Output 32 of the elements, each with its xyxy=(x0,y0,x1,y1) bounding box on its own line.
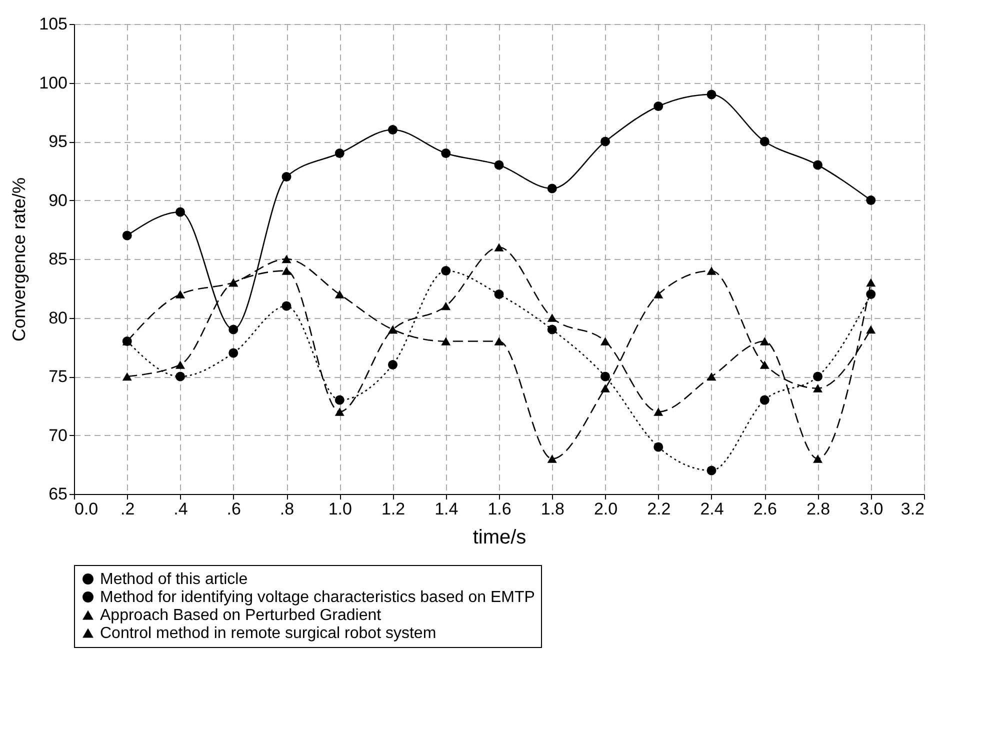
x-tick-label: 2.4 xyxy=(700,500,724,518)
x-tick-label: 0.0 xyxy=(74,500,98,518)
legend-label: Approach Based on Perturbed Gradient xyxy=(100,607,382,624)
x-tick-label: 1.8 xyxy=(540,500,564,518)
x-tick-label: .8 xyxy=(280,500,294,518)
legend-label: Method for identifying voltage characteristics based on EMTP xyxy=(100,589,535,606)
x-tick-label: 1.0 xyxy=(328,500,352,518)
x-axis-title: time/s xyxy=(472,526,526,548)
y-tick-label: 85 xyxy=(48,250,68,268)
x-tick-label: 2.2 xyxy=(647,500,671,518)
y-tick-label: 80 xyxy=(48,308,68,328)
x-tick-label: 1.2 xyxy=(381,500,406,518)
x-tick-label: 2.8 xyxy=(806,500,830,518)
y-tick-label: 90 xyxy=(48,190,68,210)
legend-label: Control method in remote surgical robot system xyxy=(100,625,436,642)
y-tick-label: 70 xyxy=(48,426,68,445)
y-tick-label: 95 xyxy=(48,132,68,151)
x-tick-label: 1.4 xyxy=(434,500,458,518)
x-tick-label: .4 xyxy=(174,500,188,518)
y-tick-label: 65 xyxy=(48,484,68,504)
y-tick-label: 100 xyxy=(39,73,68,92)
y-tick-label: 105 xyxy=(39,14,68,34)
y-tick-label: 75 xyxy=(48,367,68,386)
y-axis-title: Convergence rate/% xyxy=(9,177,30,342)
x-tick-label: 2.0 xyxy=(594,500,618,518)
x-tick-label: 3.0 xyxy=(860,500,884,518)
x-tick-label: 2.6 xyxy=(753,500,777,518)
legend-label: Method of this article xyxy=(100,571,248,588)
x-tick-label: .6 xyxy=(226,500,241,518)
x-tick-label: 3.2 xyxy=(900,500,924,518)
x-tick-label: 1.6 xyxy=(488,500,512,518)
x-tick-label: .2 xyxy=(120,500,135,518)
